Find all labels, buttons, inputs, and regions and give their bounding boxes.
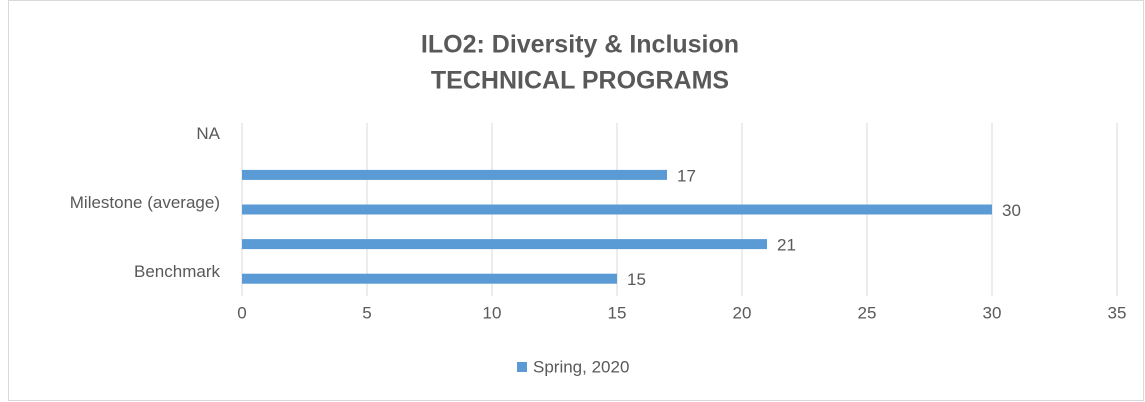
legend-swatch	[517, 362, 527, 372]
x-tick-label: 25	[858, 303, 877, 322]
x-tick-label: 30	[983, 303, 1002, 322]
legend-label: Spring, 2020	[533, 357, 629, 376]
x-tick-label: 5	[362, 303, 371, 322]
chart-frame	[8, 0, 1144, 401]
bar	[242, 169, 667, 180]
chart-title: ILO2: Diversity & Inclusion	[421, 31, 739, 59]
data-label: 17	[677, 166, 696, 185]
bar	[242, 273, 617, 284]
x-tick-label: 35	[1108, 303, 1127, 322]
data-label: 15	[627, 270, 646, 289]
data-label: 30	[1002, 201, 1021, 220]
chart-title: TECHNICAL PROGRAMS	[431, 67, 729, 95]
data-label: 21	[777, 236, 796, 255]
x-tick-label: 10	[483, 303, 502, 322]
y-tick-label: Milestone (average)	[70, 193, 220, 212]
bar	[242, 204, 992, 215]
y-tick-label: NA	[196, 124, 220, 143]
x-tick-label: 0	[237, 303, 246, 322]
y-tick-label: Benchmark	[134, 262, 220, 281]
x-tick-label: 20	[733, 303, 752, 322]
x-tick-label: 15	[608, 303, 627, 322]
bar	[242, 239, 767, 250]
